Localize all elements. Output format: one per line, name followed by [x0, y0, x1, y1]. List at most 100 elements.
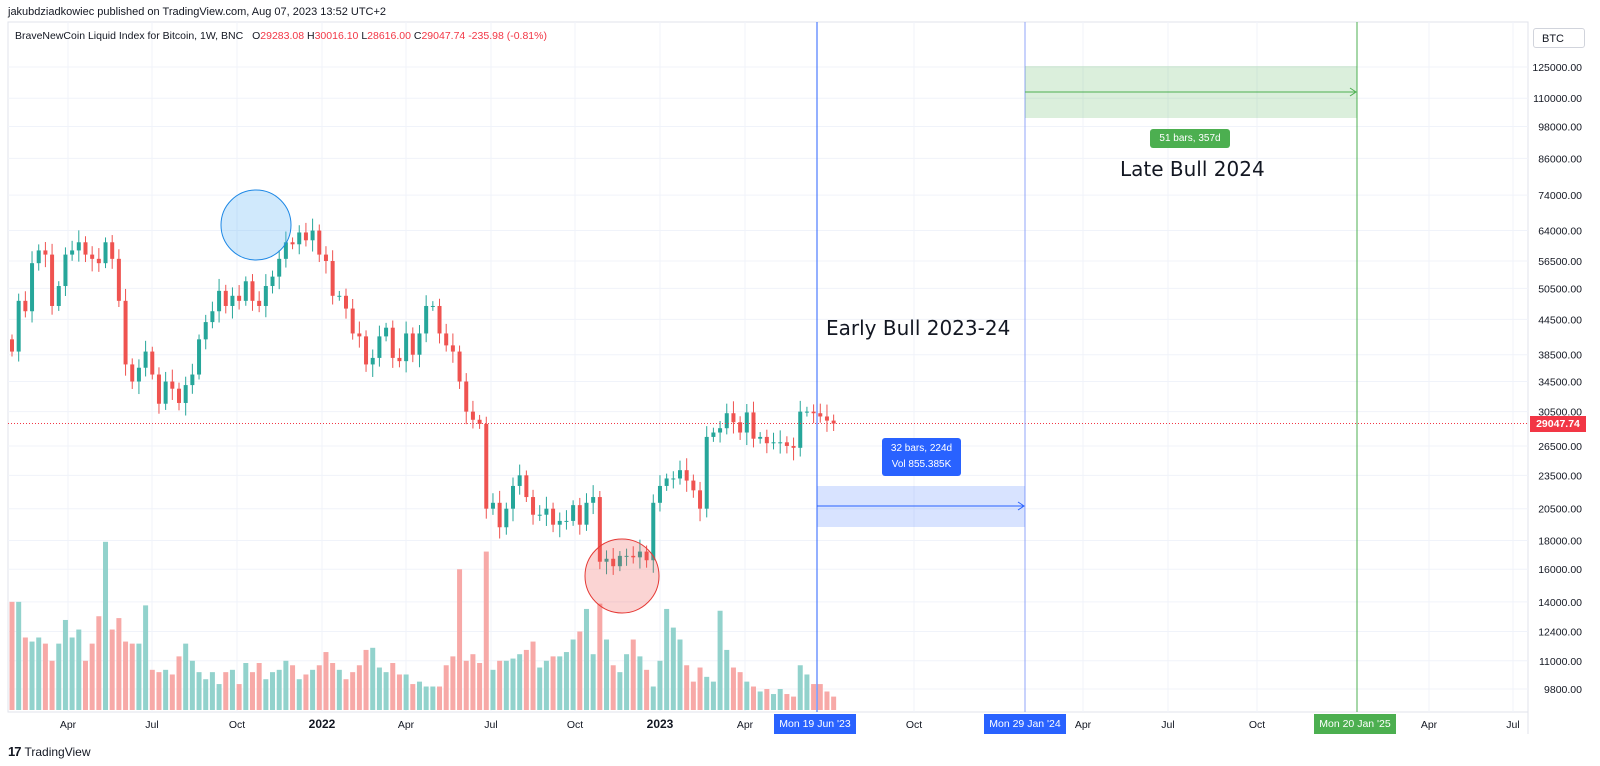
volume-bar: [470, 654, 476, 710]
volume-bar: [510, 658, 516, 710]
date-marker-end: Mon 20 Jan '25: [1314, 714, 1396, 734]
volume-bar: [503, 660, 509, 710]
x-tick-label: Apr: [60, 719, 77, 731]
candle-body: [457, 351, 462, 382]
volume-bar: [56, 643, 62, 710]
tradingview-logo[interactable]: 17 TradingView: [8, 744, 91, 759]
volume-bar: [777, 689, 783, 710]
y-tick-label: 30500.00: [1538, 407, 1582, 419]
volume-bar: [764, 689, 770, 710]
y-tick-label: 11000.00: [1539, 656, 1582, 668]
candle-body: [223, 290, 228, 306]
plot-frame: [7, 21, 1529, 713]
early-range-volume: Vol 855.385K: [891, 459, 952, 470]
volume-bar: [9, 601, 15, 710]
x-tick-label: Oct: [567, 719, 583, 731]
candle-body: [591, 497, 596, 503]
candle-body: [56, 286, 61, 306]
candle-body: [818, 413, 823, 417]
candle-body: [237, 295, 242, 301]
candle-body: [564, 520, 569, 522]
volume-bar: [136, 643, 142, 710]
price-axis[interactable]: 125000.00 110000.00 98000.00 86000.00 74000.…: [1532, 62, 1582, 696]
ohlc-c-label: C: [413, 30, 422, 42]
volume-bar: [697, 667, 703, 710]
candle-body: [718, 428, 723, 433]
volume-bar: [76, 629, 82, 710]
candle-body: [170, 381, 175, 389]
candle-body: [344, 295, 348, 309]
time-axis[interactable]: Apr Jul Oct 2022 Apr Jul Oct 2023 Apr Oct Apr Jul Oc…: [60, 717, 1520, 731]
candle-body: [724, 413, 729, 429]
volume-bar: [390, 663, 396, 710]
volume-bar: [82, 660, 88, 710]
candle-body: [450, 345, 455, 352]
x-tick-label: Jul: [484, 719, 497, 731]
candle-body: [43, 250, 48, 255]
volume-bar: [229, 669, 235, 710]
candle-body: [110, 242, 115, 259]
volume-bar: [670, 627, 676, 710]
candle-body: [490, 502, 495, 509]
volume-bar: [356, 665, 362, 710]
volume-bar: [423, 686, 429, 710]
x-tick-label: Jul: [1161, 719, 1174, 731]
volume-bar: [403, 674, 409, 710]
volume-bar: [563, 652, 569, 710]
candle-body: [537, 514, 542, 516]
y-tick-label: 64000.00: [1538, 226, 1582, 238]
candle-body: [230, 295, 235, 306]
symbol-title[interactable]: BraveNewCoin Liquid Index for Bitcoin, 1…: [15, 30, 244, 42]
volume-bar: [610, 665, 616, 710]
candle-body: [511, 485, 515, 509]
currency-button[interactable]: BTC: [1533, 28, 1585, 48]
candle-body: [96, 258, 101, 264]
x-tick-label: Oct: [229, 719, 245, 731]
volume-bar: [350, 672, 356, 710]
volume-bar: [396, 674, 402, 710]
candle-body: [36, 250, 41, 264]
candle-body: [243, 281, 248, 301]
ohlc-change: -235.98 (-0.81%): [468, 30, 547, 42]
volume-bar: [42, 643, 48, 710]
candle-body: [678, 470, 682, 479]
tradingview-brand: TradingView: [24, 744, 91, 759]
ohlc-high: 30016.10: [314, 30, 359, 42]
volume-bar: [797, 665, 803, 710]
y-tick-label: 26500.00: [1538, 441, 1582, 453]
volume-bar: [483, 551, 489, 710]
volume-bar: [330, 663, 336, 710]
candle-body: [277, 258, 282, 277]
candle-body: [470, 411, 475, 420]
candle-body: [297, 232, 302, 245]
y-tick-label: 14000.00: [1538, 597, 1582, 609]
candle-body: [283, 242, 288, 259]
y-tick-label: 110000.00: [1533, 93, 1582, 105]
volume-bar: [243, 663, 249, 710]
candle-body: [711, 432, 716, 437]
candle-body: [798, 411, 803, 448]
volume-bar: [450, 656, 456, 710]
candle-body: [698, 490, 703, 509]
volume-bar: [704, 676, 710, 710]
volume-bar: [530, 641, 536, 710]
candle-body: [210, 311, 215, 323]
candle-body: [103, 242, 108, 264]
volume-bar: [336, 669, 342, 710]
volume-bar: [757, 691, 763, 710]
publisher-line: jakubdziadkowiec published on TradingVie…: [8, 6, 387, 18]
volume-bar: [430, 686, 436, 710]
candle-body: [577, 505, 582, 525]
candle-body: [357, 333, 362, 337]
candle-body: [444, 333, 449, 346]
candle-body: [524, 475, 529, 498]
candle-body: [377, 336, 382, 358]
candle-body: [758, 436, 763, 439]
volume-bar: [163, 669, 169, 710]
x-tick-label: 2023: [647, 717, 674, 731]
volume-bar: [276, 669, 282, 710]
cycle-bottom-circle: [584, 538, 660, 614]
volume-bar: [203, 679, 209, 710]
volume-bar: [316, 665, 322, 710]
